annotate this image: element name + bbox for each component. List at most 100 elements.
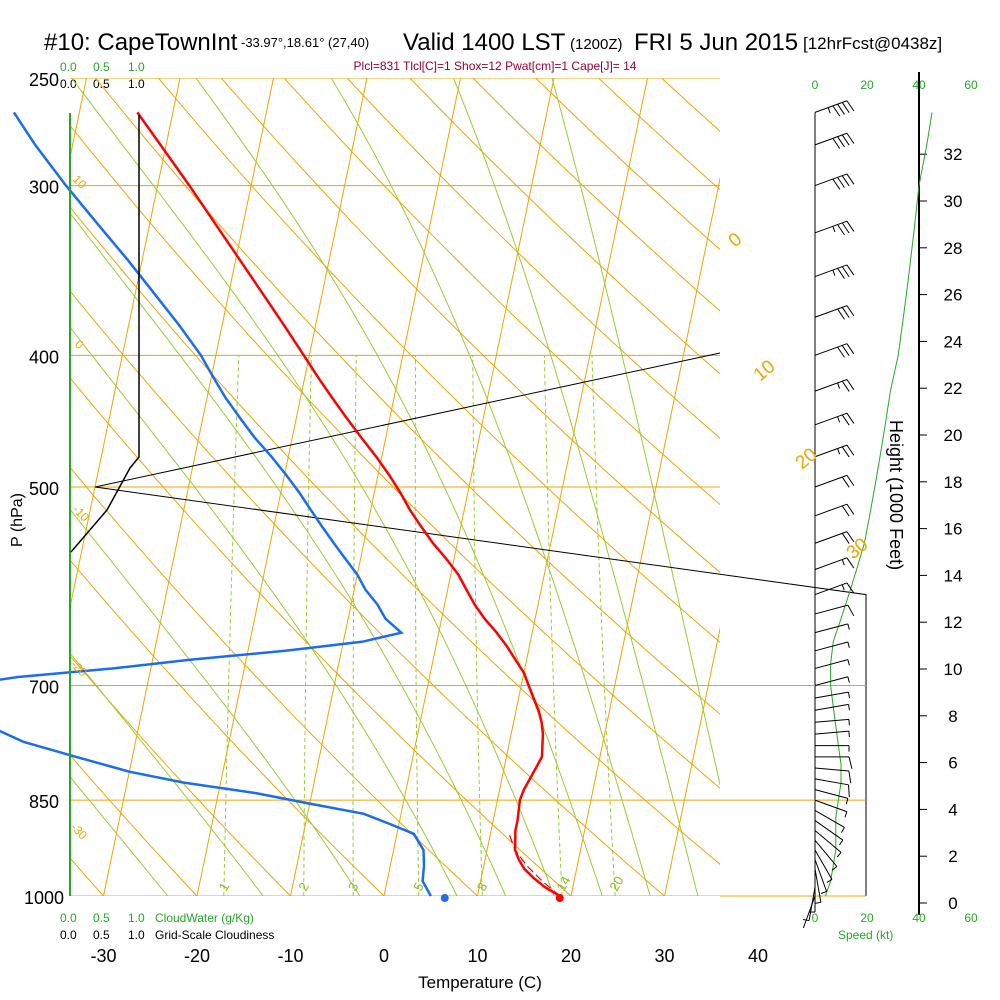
mixing-ratio-line <box>352 355 357 896</box>
moist-adiabat <box>452 78 699 896</box>
moist-adiabat <box>551 78 720 787</box>
mixing-ratio-line <box>591 355 616 896</box>
temperature-tick-label: -20 <box>184 946 210 966</box>
forecast-info: [12hrFcst@0438z] <box>803 34 942 53</box>
dry-adiabat <box>70 754 198 896</box>
wind-barb <box>814 604 855 617</box>
dry-adiabat-label: 20 <box>792 444 822 474</box>
wind-barb <box>809 878 816 913</box>
height-tick-label: 18 <box>944 473 963 492</box>
dry-adiabat <box>70 655 292 896</box>
height-tick-label: 6 <box>948 754 957 773</box>
temperature-tick-label: -30 <box>90 946 116 966</box>
height-axis-label: Height (1000 Feet) <box>886 420 906 570</box>
isotherm-label: -30 <box>68 820 90 842</box>
dry-adiabat <box>70 559 385 896</box>
mixing-ratio-line <box>223 355 240 896</box>
wind-barb <box>814 412 855 426</box>
pressure-tick-label: 400 <box>29 347 59 367</box>
wind-barb <box>814 531 855 544</box>
wind-barb <box>814 264 855 279</box>
mixing-ratio-label: 20 <box>606 874 626 894</box>
wind-barb <box>814 840 838 871</box>
isotherm-line <box>477 78 648 896</box>
wind-barb <box>814 659 850 669</box>
isotherm-label: -10 <box>70 502 92 524</box>
mixing-ratio-label: 14 <box>553 874 573 894</box>
panel-boundary <box>94 352 867 896</box>
cloud-bottom-tick: 1.0 <box>128 911 145 925</box>
cloud-top-tick: 1.0 <box>128 60 145 74</box>
pressure-tick-label: 850 <box>29 792 59 812</box>
height-tick-label: 32 <box>944 145 963 164</box>
bottom-cloud-scales: 0.0 0.5 1.0 CloudWater (g/Kg) 0.0 0.5 1.… <box>60 911 274 942</box>
mixing-ratio-line <box>472 355 483 896</box>
cloudiness-bottom-label: Grid-Scale Cloudiness <box>155 928 274 942</box>
isotherm-label: 0 <box>72 337 87 352</box>
wind-barb <box>814 809 845 833</box>
isotherm-line <box>664 626 720 896</box>
speed-axis-label: Speed (kt) <box>838 928 893 942</box>
dry-adiabat <box>70 206 720 865</box>
dry-adiabat-label: 30 <box>843 534 873 564</box>
height-tick-label: 24 <box>944 332 963 351</box>
cloudiness-top-tick: 0.0 <box>60 77 77 91</box>
moist-adiabat <box>70 212 507 896</box>
background-grid <box>70 78 720 896</box>
wind-barb <box>814 474 855 488</box>
wind-barb <box>814 676 850 687</box>
height-tick-label: 26 <box>944 286 963 305</box>
surface-temperature-point <box>555 894 564 902</box>
isotherm-line <box>383 78 555 896</box>
wind-barb <box>814 503 855 517</box>
height-tick-label: 14 <box>944 566 963 585</box>
wind-barb <box>814 379 855 392</box>
top-cloud-scales: 0.0 0.5 1.0 0.0 0.5 1.0 <box>60 60 145 91</box>
cloud-top-tick: 0.5 <box>93 60 110 74</box>
cloudiness-bottom-tick: 1.0 <box>128 928 145 942</box>
mixing-ratio-line <box>414 355 420 896</box>
speed-bottom-tick: 20 <box>860 911 874 925</box>
temperature-tick-label: 30 <box>654 946 674 966</box>
dry-adiabat <box>283 78 720 506</box>
wind-barb <box>814 703 851 711</box>
surface-dewpoint-point <box>440 894 449 902</box>
pressure-tick-label: 300 <box>29 178 59 198</box>
stability-indices: Plcl=831 Tlcl[C]=1 Shox=12 Pwat[cm]=1 Ca… <box>354 59 637 73</box>
moist-adiabat <box>330 78 651 896</box>
wind-barb <box>814 343 855 358</box>
wind-barb <box>803 886 816 922</box>
wind-barb <box>814 730 850 738</box>
height-tick-label: 10 <box>944 660 963 679</box>
dry-adiabat <box>346 78 720 439</box>
cloudiness-bottom-tick: 0.0 <box>60 928 77 942</box>
temperature-tick-label: -10 <box>277 946 303 966</box>
dry-adiabat <box>220 78 720 574</box>
dry-adiabat <box>70 377 572 896</box>
cloud-bottom-tick: 0.0 <box>60 911 77 925</box>
moist-adiabat <box>195 78 603 896</box>
isotherm-line <box>290 78 461 896</box>
wind-barb <box>814 820 844 846</box>
speed-top-tick: 60 <box>964 78 978 92</box>
dry-adiabat <box>94 78 720 715</box>
pressure-tick-label: 500 <box>29 479 59 499</box>
wind-barb <box>814 173 855 190</box>
speed-top-tick: 20 <box>860 78 874 92</box>
temperature-tick-label: 20 <box>561 946 581 966</box>
cloudiness-top-tick: 1.0 <box>128 77 145 91</box>
pressure-tick-label: 250 <box>29 70 59 90</box>
wind-barb <box>814 582 855 596</box>
wind-barb <box>814 799 848 818</box>
cloud-bottom-tick: 0.5 <box>93 911 110 925</box>
dry-adiabat <box>597 78 720 191</box>
cloud-bottom-label: CloudWater (g/Kg) <box>155 911 254 925</box>
isotherm-label: -20 <box>68 657 90 679</box>
mixing-ratio-line <box>303 355 312 896</box>
height-tick-label: 8 <box>948 707 957 726</box>
wind-barb <box>814 778 850 798</box>
isotherm-line <box>103 78 274 896</box>
height-tick-label: 16 <box>944 520 963 539</box>
